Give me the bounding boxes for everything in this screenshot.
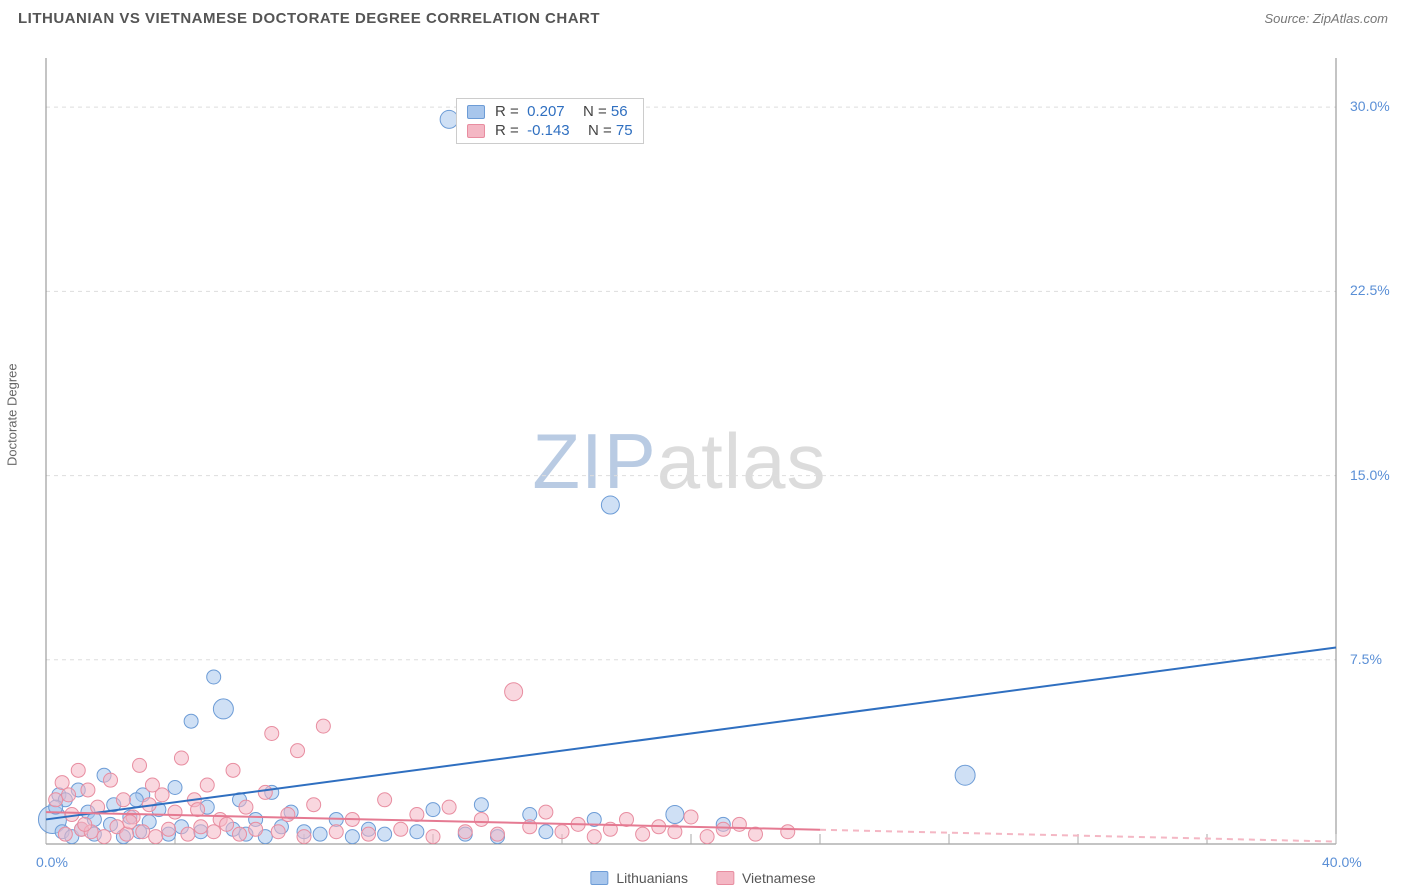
r-label: R = 0.207 [495, 103, 565, 120]
y-tick-label: 30.0% [1350, 98, 1390, 114]
swatch-icon [590, 871, 608, 885]
correlation-stats-box: R = 0.207 N = 56 R = -0.143 N = 75 [456, 98, 644, 144]
chart-title: LITHUANIAN VS VIETNAMESE DOCTORATE DEGRE… [18, 10, 600, 27]
source-attribution: Source: ZipAtlas.com [1264, 11, 1388, 26]
n-label: N = 56 [575, 103, 628, 120]
y-tick-label: 22.5% [1350, 282, 1390, 298]
stats-row: R = -0.143 N = 75 [467, 122, 633, 139]
y-tick-label: 15.0% [1350, 467, 1390, 483]
legend-item: Vietnamese [716, 870, 816, 886]
swatch-icon [467, 105, 485, 119]
y-tick-label: 7.5% [1350, 651, 1382, 667]
legend-item: Lithuanians [590, 870, 688, 886]
swatch-icon [467, 124, 485, 138]
chart-area: Doctorate Degree ZIPatlas R = 0.207 N = … [0, 40, 1406, 892]
scatter-chart-svg [0, 40, 1406, 892]
n-label: N = 75 [580, 122, 633, 139]
chart-header: LITHUANIAN VS VIETNAMESE DOCTORATE DEGRE… [0, 0, 1406, 35]
x-tick-label: 0.0% [36, 854, 68, 870]
legend-label: Vietnamese [742, 870, 816, 886]
legend-label: Lithuanians [616, 870, 688, 886]
legend-bottom: Lithuanians Vietnamese [590, 870, 815, 886]
swatch-icon [716, 871, 734, 885]
x-tick-label: 40.0% [1322, 854, 1362, 870]
stats-row: R = 0.207 N = 56 [467, 103, 633, 120]
r-label: R = -0.143 [495, 122, 570, 139]
